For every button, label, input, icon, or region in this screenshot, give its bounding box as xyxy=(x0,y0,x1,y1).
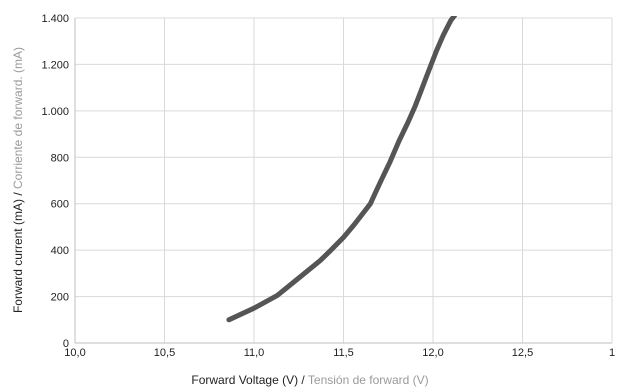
grid xyxy=(75,17,613,343)
y-tick-label: 1.400 xyxy=(41,13,69,25)
x-tick-label: 11,0 xyxy=(244,347,265,359)
y-tick-label: 1.200 xyxy=(41,59,69,71)
x-axis-title-secondary: Tensión de forward (V) xyxy=(308,373,429,387)
y-axis-title: Forward current (mA) / Corriente de forw… xyxy=(11,47,25,313)
series xyxy=(226,16,457,323)
y-tick-label: 1.000 xyxy=(41,106,69,118)
x-axis-title-separator: / xyxy=(298,373,308,387)
x-tick-label: 10,0 xyxy=(64,347,85,359)
y-tick-label: 600 xyxy=(51,199,69,211)
x-tick-label: 12,0 xyxy=(422,347,443,359)
y-tick-label: 0 xyxy=(63,338,69,350)
x-axis-title: Forward Voltage (V) / Tensión de forward… xyxy=(191,373,428,387)
y-tick-label: 400 xyxy=(51,245,69,257)
y-tick-label: 200 xyxy=(51,292,69,304)
axes xyxy=(74,18,612,344)
x-tick-label: 1 xyxy=(609,347,615,359)
tick-labels: 10,0 10,5 11,0 11,5 12,0 12,5 1 0 200 400 600 800 1.… xyxy=(41,13,615,359)
x-axis-title-primary: Forward Voltage (V) xyxy=(191,373,298,387)
y-axis-title-secondary: Corriente de forward. (mA) xyxy=(11,47,25,189)
y-axis-title-separator: / xyxy=(11,189,25,199)
x-tick-label: 11,5 xyxy=(333,347,354,359)
x-tick-label: 12,5 xyxy=(512,347,533,359)
y-axis-title-primary: Forward current (mA) xyxy=(11,199,25,313)
series-line xyxy=(226,16,457,323)
x-tick-label: 10,5 xyxy=(154,347,175,359)
y-tick-label: 800 xyxy=(51,152,69,164)
